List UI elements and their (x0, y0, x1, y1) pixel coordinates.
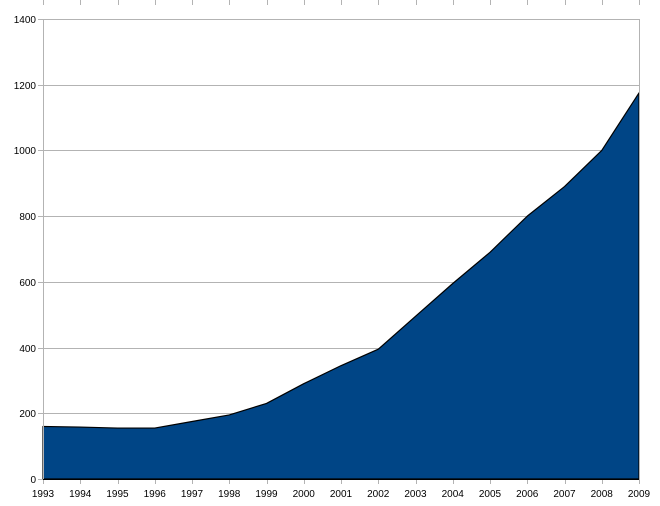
x-tick-label-1993: 1993 (32, 489, 55, 500)
y-tick-label-200: 200 (19, 409, 36, 420)
x-tick-label-2004: 2004 (442, 489, 465, 500)
x-tick-label-2006: 2006 (516, 489, 539, 500)
y-tick-label-600: 600 (19, 278, 36, 289)
y-tick-label-400: 400 (19, 344, 36, 355)
x-axis-tick-labels: 1993 1994 1995 1996 1997 1998 1999 2000 2001 2002… (32, 489, 651, 500)
y-tick-label-1200: 1200 (14, 81, 37, 92)
x-tick-label-2007: 2007 (553, 489, 576, 500)
x-tick-label-2008: 2008 (591, 489, 614, 500)
grid-lines (43, 19, 639, 414)
x-tick-label-2001: 2001 (330, 489, 353, 500)
x-tick-label-2005: 2005 (479, 489, 502, 500)
y-tick-label-1000: 1000 (14, 146, 37, 157)
x-tick-label-2009: 2009 (628, 489, 651, 500)
x-tick-label-1999: 1999 (255, 489, 278, 500)
area-series (42, 92, 640, 480)
x-tick-label-1994: 1994 (69, 489, 92, 500)
x-tick-label-2003: 2003 (404, 489, 427, 500)
axes (38, 0, 640, 484)
y-tick-label-1400: 1400 (14, 15, 37, 26)
x-tick-label-2000: 2000 (293, 489, 316, 500)
x-tick-label-2002: 2002 (367, 489, 390, 500)
x-tick-label-1998: 1998 (218, 489, 241, 500)
y-tick-label-0: 0 (30, 475, 36, 486)
y-tick-label-800: 800 (19, 212, 36, 223)
area-series-fill (42, 92, 640, 480)
x-tick-label-1996: 1996 (144, 489, 167, 500)
y-axis-tick-labels: 0 200 400 600 800 1000 1200 1400 (14, 15, 37, 486)
x-tick-label-1995: 1995 (106, 489, 129, 500)
x-tick-label-1997: 1997 (181, 489, 204, 500)
